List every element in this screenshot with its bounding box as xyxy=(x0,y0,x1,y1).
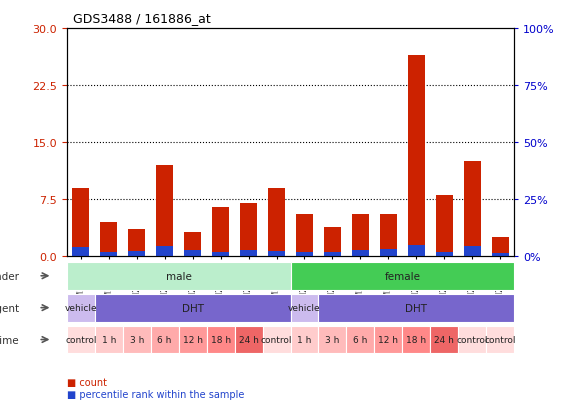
Bar xyxy=(408,55,425,256)
Bar xyxy=(408,245,425,256)
Bar xyxy=(235,326,263,354)
Bar xyxy=(486,326,514,354)
Bar xyxy=(184,250,201,256)
Bar xyxy=(436,196,453,256)
Bar xyxy=(207,326,235,354)
Bar xyxy=(290,262,514,290)
Bar xyxy=(101,253,117,256)
Bar xyxy=(73,247,89,256)
Bar xyxy=(67,326,95,354)
Text: 3 h: 3 h xyxy=(130,335,144,344)
Bar xyxy=(290,294,318,322)
Bar xyxy=(492,237,508,256)
Bar xyxy=(346,326,374,354)
Bar xyxy=(212,252,229,256)
Bar xyxy=(184,232,201,256)
Bar xyxy=(128,251,145,256)
Bar xyxy=(324,253,341,256)
Text: DHT: DHT xyxy=(182,303,203,313)
Bar xyxy=(240,203,257,256)
Bar xyxy=(67,294,95,322)
Text: control: control xyxy=(457,335,488,344)
Text: 24 h: 24 h xyxy=(435,335,454,344)
Text: 6 h: 6 h xyxy=(353,335,368,344)
Bar xyxy=(95,326,123,354)
Bar xyxy=(464,247,480,256)
Text: 12 h: 12 h xyxy=(378,335,399,344)
Bar xyxy=(263,326,290,354)
Text: time: time xyxy=(0,335,19,345)
Text: control: control xyxy=(261,335,292,344)
Text: 1 h: 1 h xyxy=(297,335,311,344)
Bar xyxy=(458,326,486,354)
Bar xyxy=(179,326,207,354)
Text: 24 h: 24 h xyxy=(239,335,259,344)
Text: vehicle: vehicle xyxy=(288,304,321,312)
Bar xyxy=(150,326,179,354)
Text: control: control xyxy=(65,335,96,344)
Bar xyxy=(128,230,145,256)
Bar xyxy=(380,215,397,256)
Bar xyxy=(67,262,290,290)
Text: 18 h: 18 h xyxy=(210,335,231,344)
Bar xyxy=(374,326,403,354)
Bar xyxy=(268,188,285,256)
Bar xyxy=(101,222,117,256)
Bar xyxy=(431,326,458,354)
Bar xyxy=(318,326,346,354)
Bar xyxy=(290,326,318,354)
Text: 3 h: 3 h xyxy=(325,335,340,344)
Bar xyxy=(268,251,285,256)
Bar xyxy=(296,252,313,256)
Bar xyxy=(156,247,173,256)
Bar xyxy=(212,207,229,256)
Text: vehicle: vehicle xyxy=(64,304,97,312)
Bar xyxy=(156,166,173,256)
Bar xyxy=(380,249,397,256)
Bar xyxy=(240,250,257,256)
Text: 1 h: 1 h xyxy=(102,335,116,344)
Bar xyxy=(123,326,150,354)
Bar xyxy=(318,294,514,322)
Text: female: female xyxy=(385,271,420,281)
Bar xyxy=(73,188,89,256)
Text: 6 h: 6 h xyxy=(157,335,172,344)
Text: 18 h: 18 h xyxy=(406,335,426,344)
Bar xyxy=(296,215,313,256)
Text: male: male xyxy=(166,271,192,281)
Text: GDS3488 / 161886_at: GDS3488 / 161886_at xyxy=(73,12,210,25)
Bar xyxy=(352,215,369,256)
Bar xyxy=(464,161,480,256)
Bar xyxy=(492,254,508,256)
Bar xyxy=(403,326,431,354)
Bar xyxy=(95,294,290,322)
Text: agent: agent xyxy=(0,303,19,313)
Text: control: control xyxy=(485,335,516,344)
Bar xyxy=(436,252,453,256)
Text: ■ percentile rank within the sample: ■ percentile rank within the sample xyxy=(67,389,244,399)
Text: DHT: DHT xyxy=(406,303,427,313)
Text: 12 h: 12 h xyxy=(182,335,203,344)
Bar xyxy=(352,250,369,256)
Bar xyxy=(324,228,341,256)
Text: gender: gender xyxy=(0,271,19,281)
Text: ■ count: ■ count xyxy=(67,377,107,387)
